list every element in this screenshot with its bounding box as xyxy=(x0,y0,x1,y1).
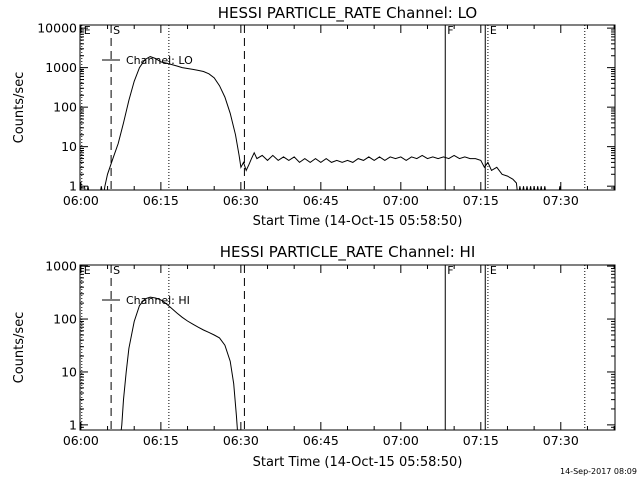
x-tick-label: 07:30 xyxy=(543,433,579,448)
y-tick-label: 10000 xyxy=(37,21,77,36)
chart-panel-lo: HESSI PARTICLE_RATE Channel: LO 06:00 06:1… xyxy=(12,4,616,229)
chart-title: HESSI PARTICLE_RATE Channel: HI xyxy=(220,243,476,262)
chart-panel-hi: HESSI PARTICLE_RATE Channel: HI 06:00 06:1… xyxy=(12,243,616,470)
legend-label: Channel: LO xyxy=(126,54,193,67)
y-tick-label: 1000 xyxy=(45,60,77,75)
series-line xyxy=(120,296,238,430)
y-axis-label: Counts/sec xyxy=(12,72,27,144)
y-tick-label: 1000 xyxy=(45,259,77,274)
event-marker-label: S xyxy=(113,264,120,277)
x-tick-label: 06:45 xyxy=(303,193,339,208)
x-tick-label: 07:30 xyxy=(543,193,579,208)
x-axis-label: Start Time (14-Oct-15 05:58:50) xyxy=(253,214,463,229)
x-axis-label: Start Time (14-Oct-15 05:58:50) xyxy=(253,455,463,470)
x-tick-label: 06:30 xyxy=(223,433,259,448)
series-line xyxy=(83,56,561,190)
event-marker-label: E xyxy=(490,264,497,277)
event-marker-label: E xyxy=(490,24,497,37)
x-tick-label: 06:30 xyxy=(223,193,259,208)
x-tick-label: 06:00 xyxy=(63,193,99,208)
event-marker-label: F xyxy=(447,24,453,37)
y-axis-label: Counts/sec xyxy=(12,312,27,384)
x-tick-label: 06:00 xyxy=(63,433,99,448)
y-tick-label: 100 xyxy=(53,312,77,327)
x-tick-label: 06:15 xyxy=(143,193,179,208)
plot-timestamp: 14-Sep-2017 08:09 xyxy=(560,467,637,476)
x-tick-label: 07:15 xyxy=(463,193,499,208)
y-tick-label: 100 xyxy=(53,100,77,115)
chart-title: HESSI PARTICLE_RATE Channel: LO xyxy=(218,4,477,23)
event-marker-label: S xyxy=(113,24,120,37)
x-tick-label: 07:15 xyxy=(463,433,499,448)
y-tick-label: 10 xyxy=(61,364,77,379)
y-tick-label: 1 xyxy=(69,179,77,194)
x-tick-label: 06:15 xyxy=(143,433,179,448)
legend-label: Channel: HI xyxy=(126,294,190,307)
y-tick-label: 1 xyxy=(69,417,77,432)
x-tick-label: 06:45 xyxy=(303,433,339,448)
event-marker-label: F xyxy=(447,264,453,277)
x-tick-label: 07:00 xyxy=(383,193,419,208)
event-marker-label: E xyxy=(84,264,91,277)
x-tick-label: 07:00 xyxy=(383,433,419,448)
event-marker-label: E xyxy=(84,24,91,37)
y-tick-label: 10 xyxy=(61,139,77,154)
